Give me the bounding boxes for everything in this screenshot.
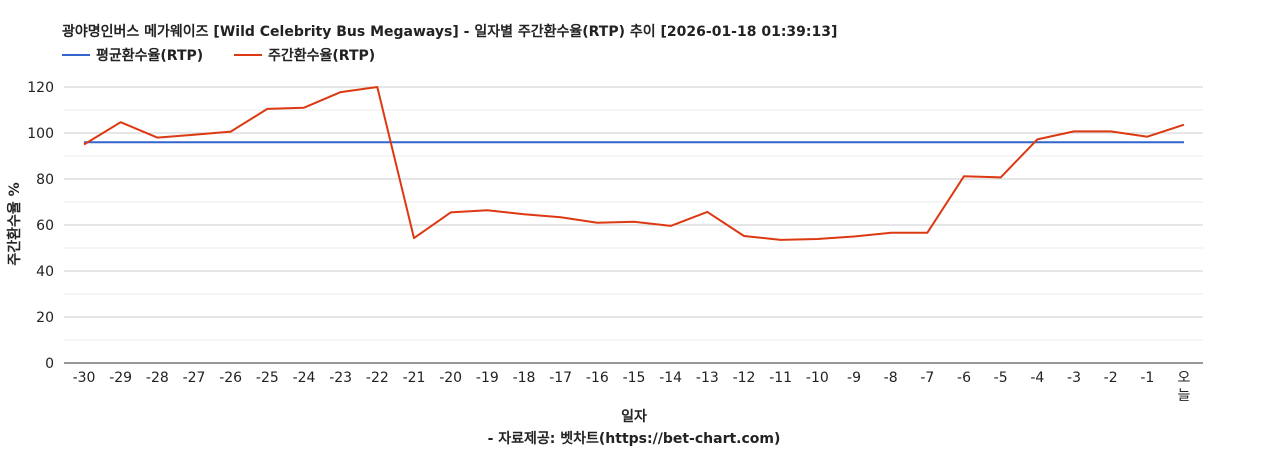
legend-swatch-average bbox=[62, 54, 90, 56]
x-tick-label: -3 bbox=[1067, 370, 1081, 386]
x-tick-label: -12 bbox=[733, 370, 756, 386]
x-tick-label: -4 bbox=[1030, 370, 1044, 386]
x-tick-label: -19 bbox=[476, 370, 499, 386]
x-tick-label: -21 bbox=[403, 370, 426, 386]
y-axis-ticks: 0 20 40 60 80 100 120 bbox=[27, 80, 54, 372]
x-tick-label: -23 bbox=[329, 370, 352, 386]
x-tick-label: -24 bbox=[293, 370, 316, 386]
y-tick-label: 100 bbox=[27, 126, 54, 142]
x-tick-label: 오 bbox=[1178, 370, 1191, 386]
x-tick-label: -11 bbox=[769, 370, 792, 386]
y-axis-label: 주간환수율 % bbox=[7, 182, 23, 266]
series-line-weekly-rtp bbox=[83, 86, 1185, 241]
y-tick-label: 120 bbox=[27, 80, 54, 96]
x-tick-label: -26 bbox=[219, 370, 242, 386]
x-tick-label: -20 bbox=[439, 370, 462, 386]
y-tick-label: 80 bbox=[36, 172, 54, 188]
legend-item-average-rtp[interactable]: 평균환수율(RTP) bbox=[62, 45, 203, 65]
x-tick-label: 늘 bbox=[1178, 388, 1191, 404]
x-axis-label: 일자 bbox=[621, 409, 647, 425]
x-tick-label: -29 bbox=[109, 370, 132, 386]
x-tick-label: -22 bbox=[366, 370, 389, 386]
x-tick-label: -9 bbox=[847, 370, 861, 386]
x-tick-label: -8 bbox=[884, 370, 898, 386]
legend-label-average: 평균환수율(RTP) bbox=[96, 48, 204, 64]
legend-item-weekly-rtp[interactable]: 주간환수율(RTP) bbox=[234, 45, 375, 65]
x-tick-label: -1 bbox=[1140, 370, 1154, 386]
y-tick-label: 60 bbox=[36, 218, 54, 234]
x-tick-label: -16 bbox=[586, 370, 609, 386]
legend-label-weekly: 주간환수율(RTP) bbox=[268, 48, 376, 64]
x-tick-label: -5 bbox=[994, 370, 1008, 386]
x-tick-label: -13 bbox=[696, 370, 719, 386]
x-tick-label: -18 bbox=[513, 370, 536, 386]
x-axis-ticks: -30 -29 -28 -27 -26 -25 -24 -23 -22 -21 -20 -19 -18-… bbox=[73, 370, 1191, 404]
chart-title: 광야명인버스 메가웨이즈 [Wild Celebrity Bus Megaway… bbox=[62, 24, 838, 40]
x-tick-label: -2 bbox=[1104, 370, 1118, 386]
x-tick-label: -30 bbox=[73, 370, 96, 386]
x-tick-label: -27 bbox=[183, 370, 206, 386]
legend-swatch-weekly bbox=[234, 54, 262, 56]
x-tick-label: -17 bbox=[549, 370, 572, 386]
x-tick-label: -15 bbox=[623, 370, 646, 386]
gridlines bbox=[64, 86, 1203, 341]
x-tick-label: -7 bbox=[920, 370, 934, 386]
y-tick-label: 40 bbox=[36, 264, 54, 280]
x-tick-label: -25 bbox=[256, 370, 279, 386]
x-tick-label: -10 bbox=[806, 370, 829, 386]
x-tick-label: -6 bbox=[957, 370, 971, 386]
series-lines bbox=[83, 86, 1185, 241]
y-tick-label: 0 bbox=[45, 356, 54, 372]
x-tick-label: -28 bbox=[146, 370, 169, 386]
data-source-credit: - 자료제공: 벳차트(https://bet-chart.com) bbox=[487, 431, 781, 447]
x-tick-label: -14 bbox=[659, 370, 682, 386]
y-tick-label: 20 bbox=[36, 310, 54, 326]
